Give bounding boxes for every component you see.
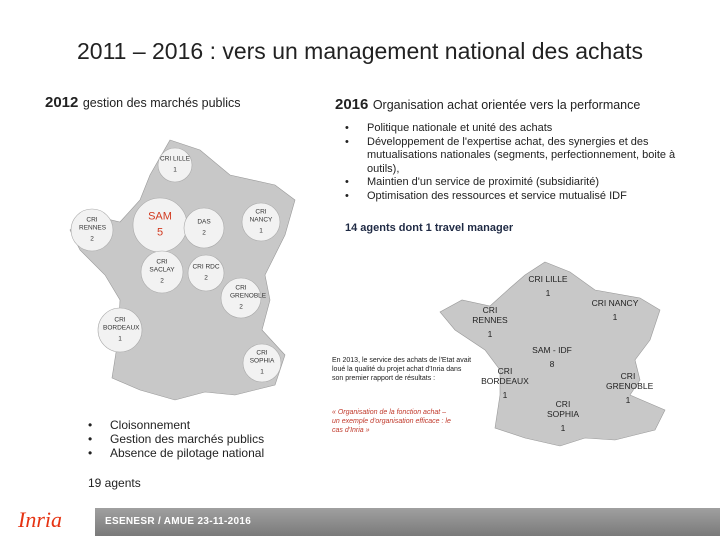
left-heading-text: gestion des marchés publics: [82, 96, 241, 110]
node-name: CRI SOPHIA: [546, 399, 580, 419]
slide-title: 2011 – 2016 : vers un management nationa…: [76, 38, 643, 64]
map-node: CRI NANCY 1: [585, 298, 645, 322]
node-count: 1: [625, 395, 631, 405]
node-count: 1: [560, 423, 566, 433]
node-name: CRI NANCY: [591, 298, 639, 308]
bullet: Absence de pilotage national: [88, 446, 318, 460]
right-agents: 14 agents dont 1 travel manager: [345, 222, 514, 234]
map-node: CRI RDC 2: [191, 264, 221, 283]
node-name: CRI RENNES: [472, 305, 508, 325]
map-node: CRI GRENOBLE 2: [230, 285, 266, 312]
left-agents: 19 agents: [88, 476, 141, 490]
map-node: CRI RENNES 1: [470, 305, 510, 339]
node-count: 1: [259, 227, 263, 235]
footer-bar: [95, 508, 720, 536]
footer-text: ESENESR / AMUE 23-11-2016: [105, 516, 252, 527]
map-node: CRI BORDEAUX 1: [475, 366, 535, 400]
node-name: CRI BORDEAUX: [103, 316, 140, 332]
bullet: Cloisonnement: [88, 418, 318, 432]
france-map-right: [439, 261, 666, 447]
bullet: Politique nationale et unité des achats: [345, 122, 695, 136]
node-name: CRI LILLE: [160, 155, 190, 163]
map-node: CRI LILLE 1: [160, 156, 190, 175]
node-count: 1: [173, 166, 177, 174]
node-name: DAS: [197, 218, 211, 226]
left-year: 2012: [45, 94, 79, 111]
right-heading-text: Organisation achat orientée vers la perf…: [372, 98, 641, 112]
map-node: CRI GRENOBLE 1: [606, 371, 654, 405]
node-name: CRI SOPHIA: [249, 349, 275, 365]
right-heading: 2016 Organisation achat orientée vers la…: [335, 96, 640, 114]
node-count: 2: [90, 235, 94, 243]
map-node: SAM - IDF 8: [527, 345, 577, 369]
bullet: Développement de l'expertise achat, des …: [345, 136, 695, 177]
map-node: CRI SOPHIA 1: [249, 350, 275, 377]
map-node: DAS 2: [191, 219, 217, 238]
node-count: 1: [612, 312, 618, 322]
node-name: CRI GRENOBLE: [606, 371, 654, 391]
right-bullets: Politique nationale et unité des achats …: [345, 122, 695, 203]
node-name: CRI GRENOBLE: [230, 284, 267, 300]
right-year: 2016: [335, 96, 369, 113]
node-name: CRI NANCY: [249, 208, 273, 224]
node-name: CRI RENNES: [79, 216, 107, 232]
bubbles: [70, 147, 282, 383]
node-count: 2: [239, 303, 243, 311]
node-name: CRI SACLAY: [149, 258, 175, 274]
node-count: 1: [487, 329, 493, 339]
node-count: 5: [156, 226, 164, 239]
map-node: CRI BORDEAUX 1: [103, 316, 140, 344]
bullet: Optimisation des ressources et service m…: [345, 190, 695, 204]
logo: Inria: [18, 507, 62, 532]
map-node: CRI NANCY 1: [248, 209, 274, 236]
node-name: CRI BORDEAUX: [481, 366, 529, 386]
quote: « Organisation de la fonction achat – un…: [332, 409, 451, 434]
node-count: 1: [545, 288, 551, 298]
left-bullets: Cloisonnement Gestion des marchés public…: [88, 418, 318, 460]
node-count: 1: [118, 335, 122, 343]
map-node: CRI RENNES 2: [79, 216, 107, 244]
node-name: CRI RDC: [192, 263, 220, 271]
node-count: 1: [502, 390, 508, 400]
node-name: CRI LILLE: [528, 274, 568, 284]
map-node: CRI SACLAY 2: [149, 259, 175, 286]
map-node: CRI SOPHIA 1: [543, 399, 583, 433]
node-count: 2: [160, 277, 164, 285]
left-heading: 2012 gestion des marchés publics: [45, 94, 241, 112]
node-name: SAM: [148, 210, 172, 223]
node-count: 8: [549, 359, 555, 369]
node-count: 1: [260, 368, 264, 376]
node-name: SAM - IDF: [532, 345, 572, 355]
bullet: Gestion des marchés publics: [88, 432, 318, 446]
node-count: 2: [202, 229, 206, 237]
bullet: Maintien d'un service de proximité (subs…: [345, 176, 695, 190]
note: En 2013, le service des achats de l'Etat…: [332, 357, 472, 382]
map-node: SAM 5: [140, 211, 180, 240]
node-count: 2: [204, 274, 208, 282]
map-node: CRI LILLE 1: [518, 274, 578, 298]
